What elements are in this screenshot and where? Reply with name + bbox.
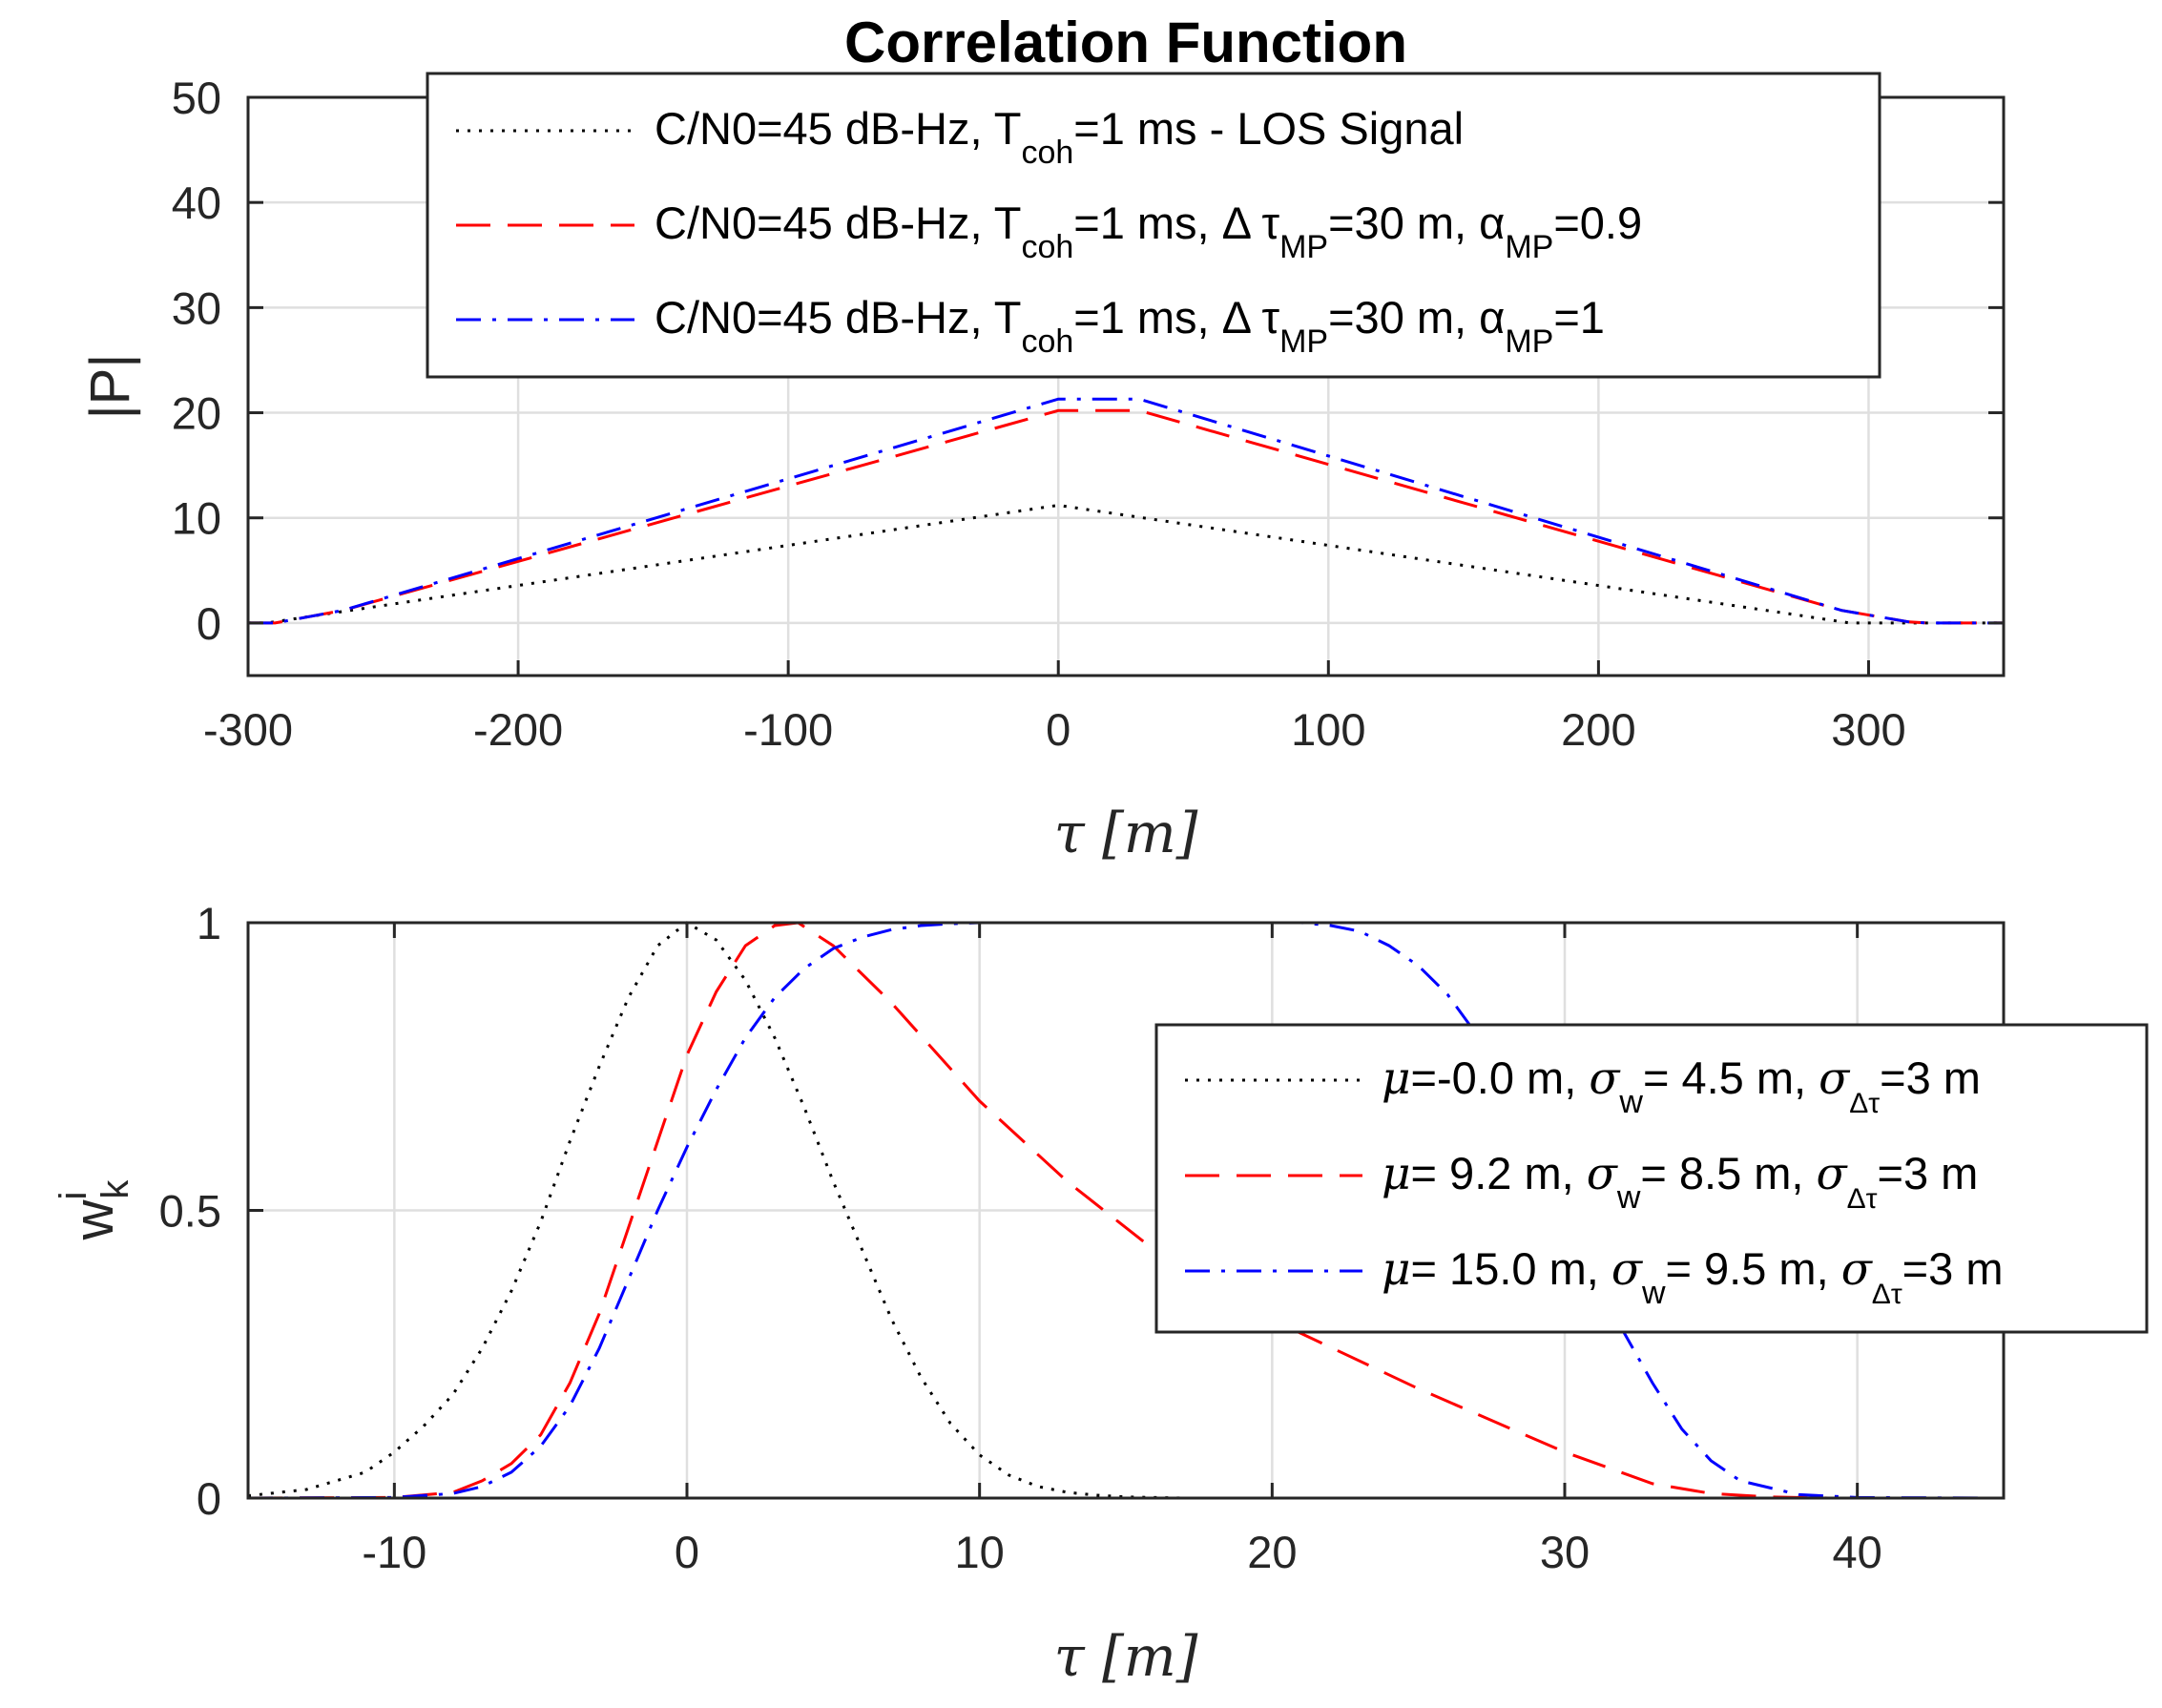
y-tick-label: 0.5: [159, 1186, 221, 1237]
y-tick-label: 1: [197, 898, 221, 948]
y-tick-label: 20: [172, 388, 221, 439]
x-tick-label: 100: [1291, 704, 1365, 755]
bottom-legend: μ=-0.0 m, σw= 4.5 m, σΔτ=3 m μ= 9.2 m, σ…: [1154, 1023, 2149, 1334]
x-tick-label: -10: [362, 1527, 426, 1577]
x-tick-label: 40: [1833, 1527, 1882, 1577]
top-tick-labels: -300 -200 -100 0 100 200 300 0 10 20 30 40 50: [172, 73, 1906, 755]
y-tick-label: 40: [172, 177, 221, 228]
x-tick-label: 0: [675, 1527, 699, 1577]
top-x-axis-label-text: τ [m]: [1054, 801, 1198, 865]
chart-title: Correlation Function: [844, 10, 1407, 74]
top-series: [248, 397, 2004, 625]
y-tick-label: 0: [197, 1473, 221, 1524]
bottom-y-axis-label: wik: [52, 1179, 136, 1241]
top-legend-box: [426, 72, 1881, 379]
top-legend-label-los: C/N0=45 dB-Hz, Tcoh=1 ms - LOS Signal: [655, 103, 1464, 171]
y-tick-label: 30: [172, 282, 221, 333]
y-tick-label: 0: [197, 598, 221, 649]
top-legend-label-mp1: C/N0=45 dB-Hz, Tcoh=1 ms, Δ τMP=30 m, αM…: [655, 292, 1605, 360]
x-tick-label: 30: [1540, 1527, 1590, 1577]
x-tick-label: 10: [955, 1527, 1005, 1577]
top-legend-label-mp09: C/N0=45 dB-Hz, Tcoh=1 ms, Δ τMP=30 m, αM…: [655, 198, 1642, 265]
x-tick-label: 300: [1831, 704, 1905, 755]
x-tick-label: -100: [743, 704, 833, 755]
top-legend: C/N0=45 dB-Hz, Tcoh=1 ms - LOS Signal C/…: [426, 72, 1881, 379]
x-tick-label: 200: [1561, 704, 1635, 755]
bottom-legend-label-3: μ= 15.0 m, σw= 9.5 m, σΔτ=3 m: [1382, 1243, 2003, 1311]
bottom-legend-label-1: μ=-0.0 m, σw= 4.5 m, σΔτ=3 m: [1382, 1052, 1981, 1120]
x-tick-label: -200: [473, 704, 563, 755]
bottom-legend-label-2: μ= 9.2 m, σw= 8.5 m, σΔτ=3 m: [1382, 1148, 1978, 1216]
bottom-tick-labels: -10 0 10 20 30 40 0 0.5 1: [159, 898, 1882, 1577]
top-x-axis-label: τ [m]: [1054, 801, 1198, 865]
y-tick-label: 10: [172, 493, 221, 544]
weight-panel: -10 0 10 20 30 40 0 0.5 1 τ [m] wik μ=-0.0 m, σw…: [52, 898, 2149, 1689]
correlation-panel: -300 -200 -100 0 100 200 300 0 10 20 30 40 50 Correl…: [79, 10, 2006, 865]
x-tick-label: 0: [1046, 704, 1071, 755]
x-tick-label: -300: [203, 704, 293, 755]
bottom-x-axis-label-text: τ [m]: [1054, 1624, 1198, 1689]
y-tick-label: 50: [172, 73, 221, 123]
top-series-line-3: [248, 397, 2004, 625]
bottom-legend-box: [1154, 1023, 2149, 1334]
bottom-x-axis-label: τ [m]: [1054, 1624, 1198, 1689]
x-tick-label: 20: [1247, 1527, 1297, 1577]
top-y-axis-label: |P|: [79, 354, 141, 420]
